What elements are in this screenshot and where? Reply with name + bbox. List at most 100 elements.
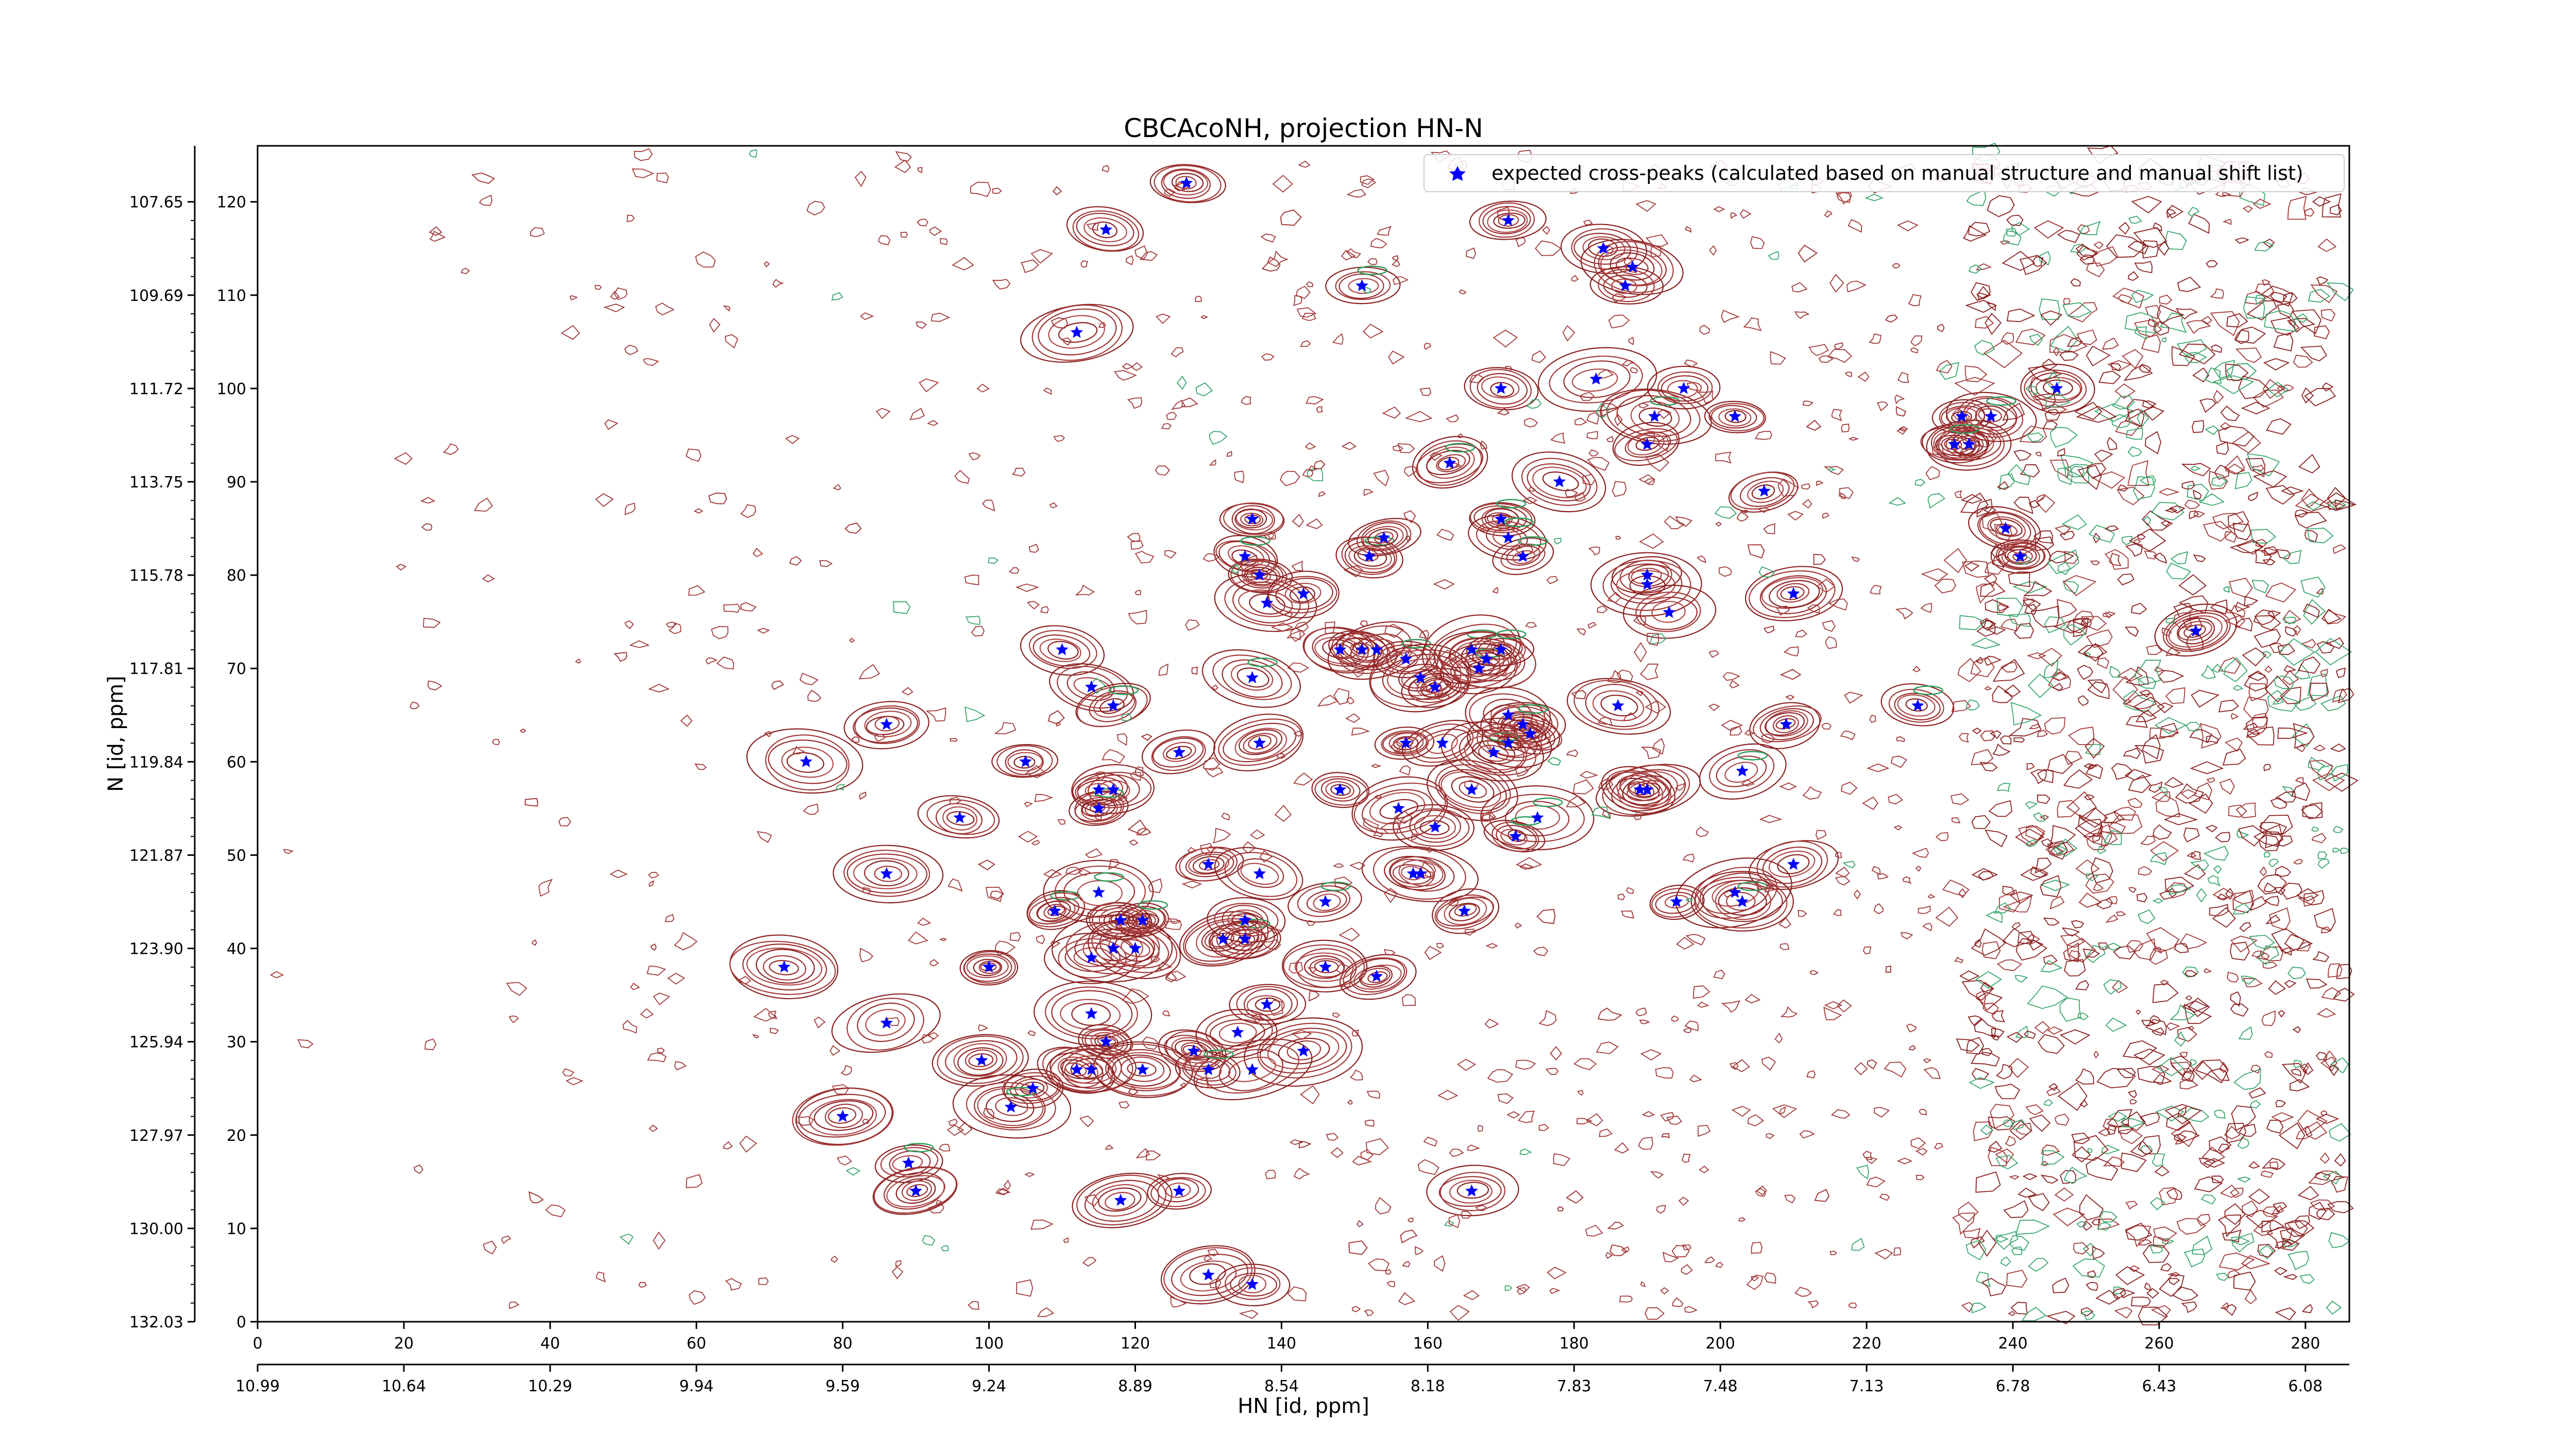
noise-contour xyxy=(1165,971,1187,982)
peak-contour xyxy=(1432,888,1500,934)
noise-contour xyxy=(2275,1100,2286,1107)
peak-contour xyxy=(1616,395,1691,437)
y-index-tick-label: 110 xyxy=(217,287,246,305)
noise-contour xyxy=(1976,263,1992,271)
noise-contour xyxy=(2138,1306,2168,1326)
noise-contour xyxy=(1370,238,1387,248)
noise-contour xyxy=(2076,1221,2088,1228)
noise-contour xyxy=(2241,975,2257,985)
noise-contour xyxy=(2142,1244,2170,1263)
noise-contour xyxy=(1772,1104,1798,1118)
peak-contour xyxy=(1209,1019,1265,1047)
peak-contour xyxy=(1147,1173,1212,1210)
noise-contour xyxy=(2222,1229,2242,1243)
noise-contour xyxy=(2215,832,2231,843)
peak-contour xyxy=(1355,638,1395,662)
noise-contour xyxy=(740,602,757,612)
noise-contour xyxy=(710,626,728,639)
peak-contour xyxy=(892,1155,923,1171)
peak-contour xyxy=(1726,891,1756,911)
noise-contour xyxy=(1867,1059,1877,1070)
expected-cross-peak-marker xyxy=(1319,895,1332,907)
peak-contour xyxy=(1944,439,1962,450)
noise-contour xyxy=(2178,343,2216,365)
noise-contour xyxy=(1841,781,1858,795)
peak-contour xyxy=(1416,443,1484,483)
noise-contour xyxy=(1293,1168,1310,1180)
noise-contour xyxy=(2192,1060,2213,1080)
noise-contour xyxy=(948,1119,958,1126)
noise-contour xyxy=(1132,362,1143,371)
noise-contour xyxy=(1250,829,1265,840)
noise-contour xyxy=(2061,927,2080,937)
noise-contour xyxy=(1050,317,1069,329)
noise-contour xyxy=(2270,317,2300,336)
noise-contour xyxy=(2293,355,2313,368)
noise-contour xyxy=(1209,431,1228,445)
noise-contour xyxy=(2172,1286,2199,1302)
noise-contour xyxy=(1923,1058,1932,1064)
noise-contour xyxy=(2193,554,2206,562)
peak-contour xyxy=(1070,1058,1110,1080)
peak-contour xyxy=(1357,549,1379,562)
noise-contour xyxy=(2018,1187,2037,1198)
noise-contour xyxy=(1857,372,1870,382)
noise-contour xyxy=(2202,1158,2226,1168)
noise-contour xyxy=(1841,424,1850,433)
noise-contour xyxy=(1870,584,1882,595)
noise-contour xyxy=(2330,743,2346,752)
noise-contour xyxy=(2177,1130,2200,1143)
peak-contour xyxy=(1248,735,1272,750)
expected-cross-peak-marker xyxy=(1633,783,1647,796)
noise-contour xyxy=(1937,323,1945,332)
noise-contour xyxy=(2036,451,2042,457)
noise-contour xyxy=(1774,1033,1783,1043)
noise-contour xyxy=(1951,817,1961,823)
peak-contour xyxy=(1231,505,1275,534)
peak-contour xyxy=(1616,257,1649,275)
noise-contour xyxy=(2015,1219,2050,1235)
noise-contour xyxy=(1597,1007,1622,1021)
noise-contour xyxy=(1833,908,1842,916)
noise-contour xyxy=(1827,349,1853,363)
noise-contour xyxy=(2326,1300,2342,1315)
noise-contour xyxy=(2166,1113,2191,1131)
noise-contour xyxy=(519,728,527,734)
noise-contour xyxy=(2006,1032,2024,1043)
noise-contour xyxy=(2319,492,2357,511)
noise-contour xyxy=(895,151,912,162)
noise-contour xyxy=(545,1204,566,1218)
noise-contour xyxy=(2128,215,2143,224)
expected-cross-peak-marker xyxy=(1056,643,1069,655)
noise-contour xyxy=(1874,1249,1893,1260)
negative-contour xyxy=(1401,638,1431,649)
noise-contour xyxy=(1576,628,1586,636)
noise-contour xyxy=(2255,538,2268,548)
noise-contour xyxy=(2282,669,2299,685)
noise-contour xyxy=(1287,1286,1307,1302)
noise-contour xyxy=(1942,879,1970,897)
noise-contour xyxy=(900,231,908,238)
negative-contour xyxy=(1050,890,1080,901)
noise-contour xyxy=(2063,1166,2088,1184)
noise-contour xyxy=(1621,1246,1630,1253)
noise-contour xyxy=(2265,831,2284,849)
y-ppm-tick-label: 107.65 xyxy=(129,194,183,212)
noise-contour xyxy=(2151,1153,2165,1167)
noise-contour xyxy=(752,1034,759,1039)
peak-contour xyxy=(1224,852,1298,897)
noise-contour xyxy=(2083,823,2112,847)
peak-contour xyxy=(1099,698,1125,714)
expected-cross-peak-marker xyxy=(1626,260,1639,273)
peak-contour xyxy=(1506,545,1541,566)
noise-contour xyxy=(1393,445,1403,451)
noise-contour xyxy=(1118,1101,1130,1109)
noise-contour xyxy=(2125,693,2157,710)
noise-contour xyxy=(1296,307,1317,318)
noise-contour xyxy=(2283,665,2297,673)
noise-contour xyxy=(647,1052,667,1063)
noise-contour xyxy=(1477,1125,1483,1132)
peak-contour xyxy=(1121,939,1150,957)
noise-contour xyxy=(2053,1207,2086,1226)
noise-contour xyxy=(2184,995,2193,1001)
